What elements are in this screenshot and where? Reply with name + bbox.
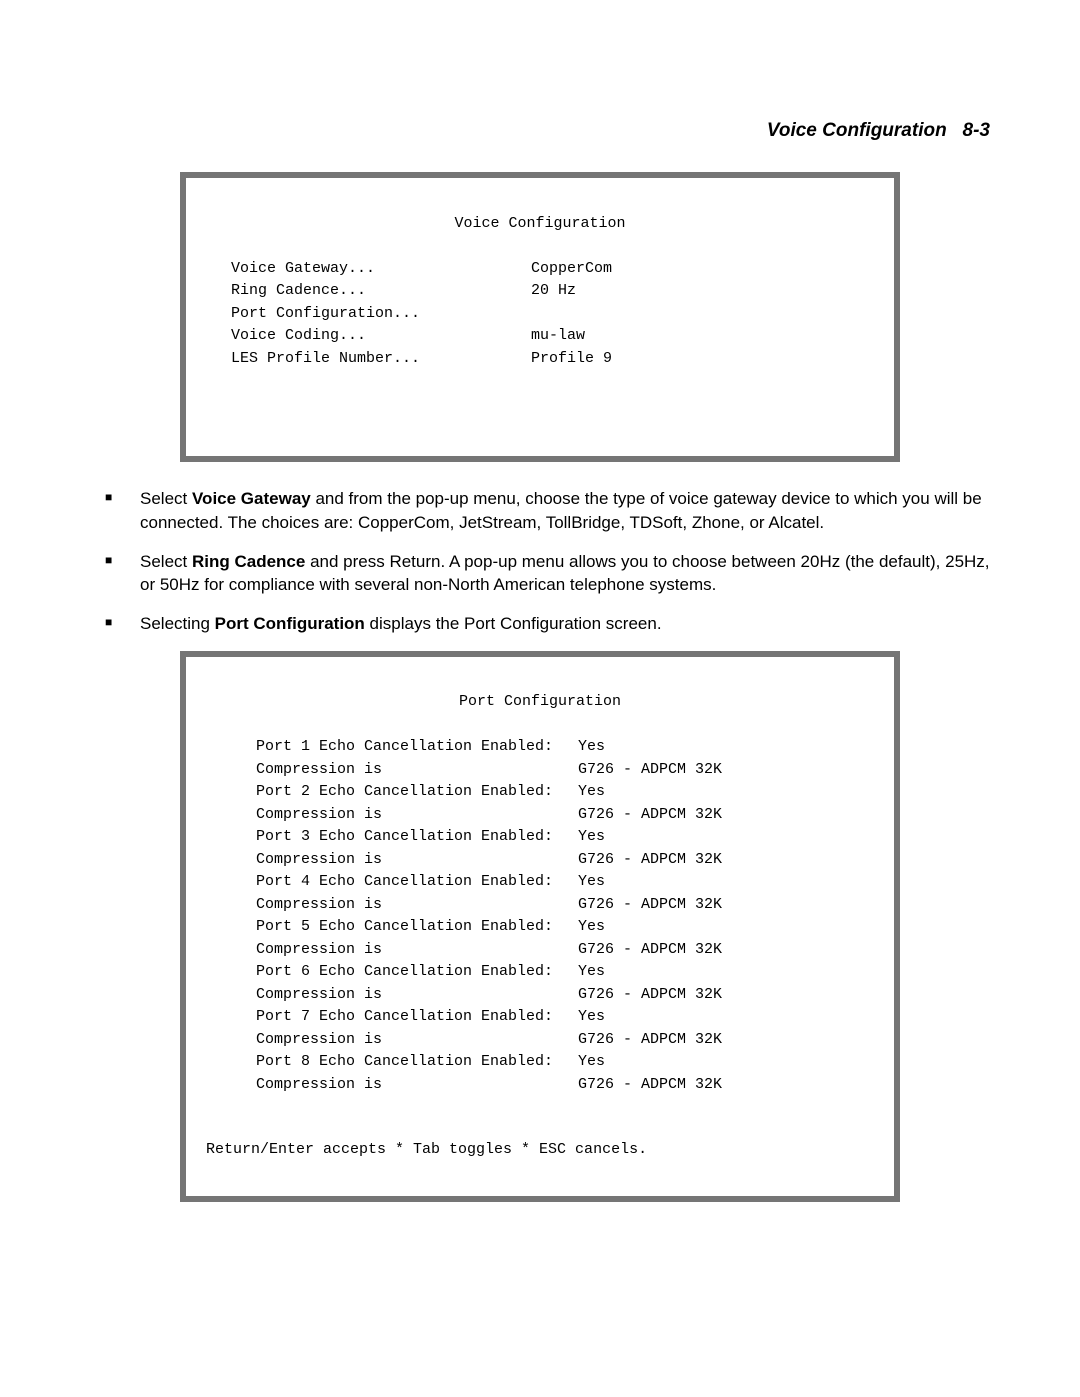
port-row-value: G726 - ADPCM 32K [578,761,722,778]
voice-config-terminal: Voice Configuration Voice Gateway...Copp… [180,172,900,462]
port-row-label: Compression is [256,849,578,872]
port-config-row: Compression isG726 - ADPCM 32K [256,1029,874,1052]
port-row-value: G726 - ADPCM 32K [578,941,722,958]
port-row-label: Compression is [256,759,578,782]
voice-row-value: Profile 9 [531,348,612,371]
port-row-label: Port 3 Echo Cancellation Enabled: [256,826,578,849]
bullet-prefix: Select [140,552,192,571]
port-config-row: Port 7 Echo Cancellation Enabled:Yes [256,1006,874,1029]
port-row-value: Yes [578,873,605,890]
header-title: Voice Configuration [767,120,947,141]
voice-row-label: Voice Coding... [231,325,531,348]
port-config-footer: Return/Enter accepts * Tab toggles * ESC… [206,1139,874,1162]
port-row-label: Port 7 Echo Cancellation Enabled: [256,1006,578,1029]
port-row-value: Yes [578,738,605,755]
bullet-bold: Voice Gateway [192,489,311,508]
port-row-label: Compression is [256,804,578,827]
voice-config-rows: Voice Gateway...CopperComRing Cadence...… [206,258,874,371]
port-config-row: Compression isG726 - ADPCM 32K [256,894,874,917]
voice-config-row: LES Profile Number...Profile 9 [231,348,874,371]
port-row-label: Port 8 Echo Cancellation Enabled: [256,1051,578,1074]
port-row-label: Port 2 Echo Cancellation Enabled: [256,781,578,804]
port-row-label: Compression is [256,984,578,1007]
voice-row-label: LES Profile Number... [231,348,531,371]
voice-config-title: Voice Configuration [206,213,874,236]
port-config-row: Port 5 Echo Cancellation Enabled:Yes [256,916,874,939]
voice-row-label: Port Configuration... [231,303,531,326]
port-row-label: Compression is [256,1029,578,1052]
port-row-value: G726 - ADPCM 32K [578,1031,722,1048]
port-row-label: Compression is [256,1074,578,1097]
port-row-value: Yes [578,828,605,845]
port-row-label: Port 4 Echo Cancellation Enabled: [256,871,578,894]
bullet-bold: Ring Cadence [192,552,305,571]
port-config-row: Compression isG726 - ADPCM 32K [256,984,874,1007]
instruction-item: Selecting Port Configuration displays th… [100,612,990,636]
port-row-value: Yes [578,918,605,935]
port-config-row: Compression isG726 - ADPCM 32K [256,804,874,827]
instruction-item: Select Voice Gateway and from the pop-up… [100,487,990,535]
port-row-value: G726 - ADPCM 32K [578,851,722,868]
bullet-suffix: displays the Port Configuration screen. [365,614,662,633]
voice-row-label: Ring Cadence... [231,280,531,303]
port-row-value: Yes [578,1053,605,1070]
port-config-row: Compression isG726 - ADPCM 32K [256,1074,874,1097]
voice-row-value: CopperCom [531,258,612,281]
port-row-value: Yes [578,1008,605,1025]
port-row-label: Port 1 Echo Cancellation Enabled: [256,736,578,759]
voice-row-value: mu-law [531,325,585,348]
port-config-row: Port 8 Echo Cancellation Enabled:Yes [256,1051,874,1074]
voice-config-row: Ring Cadence...20 Hz [231,280,874,303]
instruction-item: Select Ring Cadence and press Return. A … [100,550,990,598]
port-row-value: G726 - ADPCM 32K [578,806,722,823]
port-config-row: Compression isG726 - ADPCM 32K [256,759,874,782]
voice-config-row: Port Configuration... [231,303,874,326]
port-row-label: Port 5 Echo Cancellation Enabled: [256,916,578,939]
port-config-title: Port Configuration [206,691,874,714]
port-row-value: Yes [578,783,605,800]
header-page-ref: 8-3 [963,120,990,141]
bullet-prefix: Selecting [140,614,215,633]
port-row-label: Compression is [256,894,578,917]
port-row-label: Port 6 Echo Cancellation Enabled: [256,961,578,984]
voice-config-row: Voice Gateway...CopperCom [231,258,874,281]
port-row-value: G726 - ADPCM 32K [578,986,722,1003]
voice-config-row: Voice Coding...mu-law [231,325,874,348]
voice-row-value: 20 Hz [531,280,576,303]
port-config-row: Port 2 Echo Cancellation Enabled:Yes [256,781,874,804]
port-config-rows: Port 1 Echo Cancellation Enabled:YesComp… [206,736,874,1096]
port-row-value: G726 - ADPCM 32K [578,896,722,913]
instruction-list: Select Voice Gateway and from the pop-up… [80,487,1000,636]
port-config-row: Compression isG726 - ADPCM 32K [256,939,874,962]
bullet-prefix: Select [140,489,192,508]
port-config-terminal: Port Configuration Port 1 Echo Cancellat… [180,651,900,1202]
port-row-value: Yes [578,963,605,980]
bullet-bold: Port Configuration [215,614,365,633]
port-config-row: Port 4 Echo Cancellation Enabled:Yes [256,871,874,894]
voice-row-label: Voice Gateway... [231,258,531,281]
port-config-row: Port 6 Echo Cancellation Enabled:Yes [256,961,874,984]
port-row-value: G726 - ADPCM 32K [578,1076,722,1093]
port-row-label: Compression is [256,939,578,962]
port-config-row: Compression isG726 - ADPCM 32K [256,849,874,872]
page-header: Voice Configuration 8-3 [80,120,1000,142]
port-config-row: Port 3 Echo Cancellation Enabled:Yes [256,826,874,849]
port-config-row: Port 1 Echo Cancellation Enabled:Yes [256,736,874,759]
